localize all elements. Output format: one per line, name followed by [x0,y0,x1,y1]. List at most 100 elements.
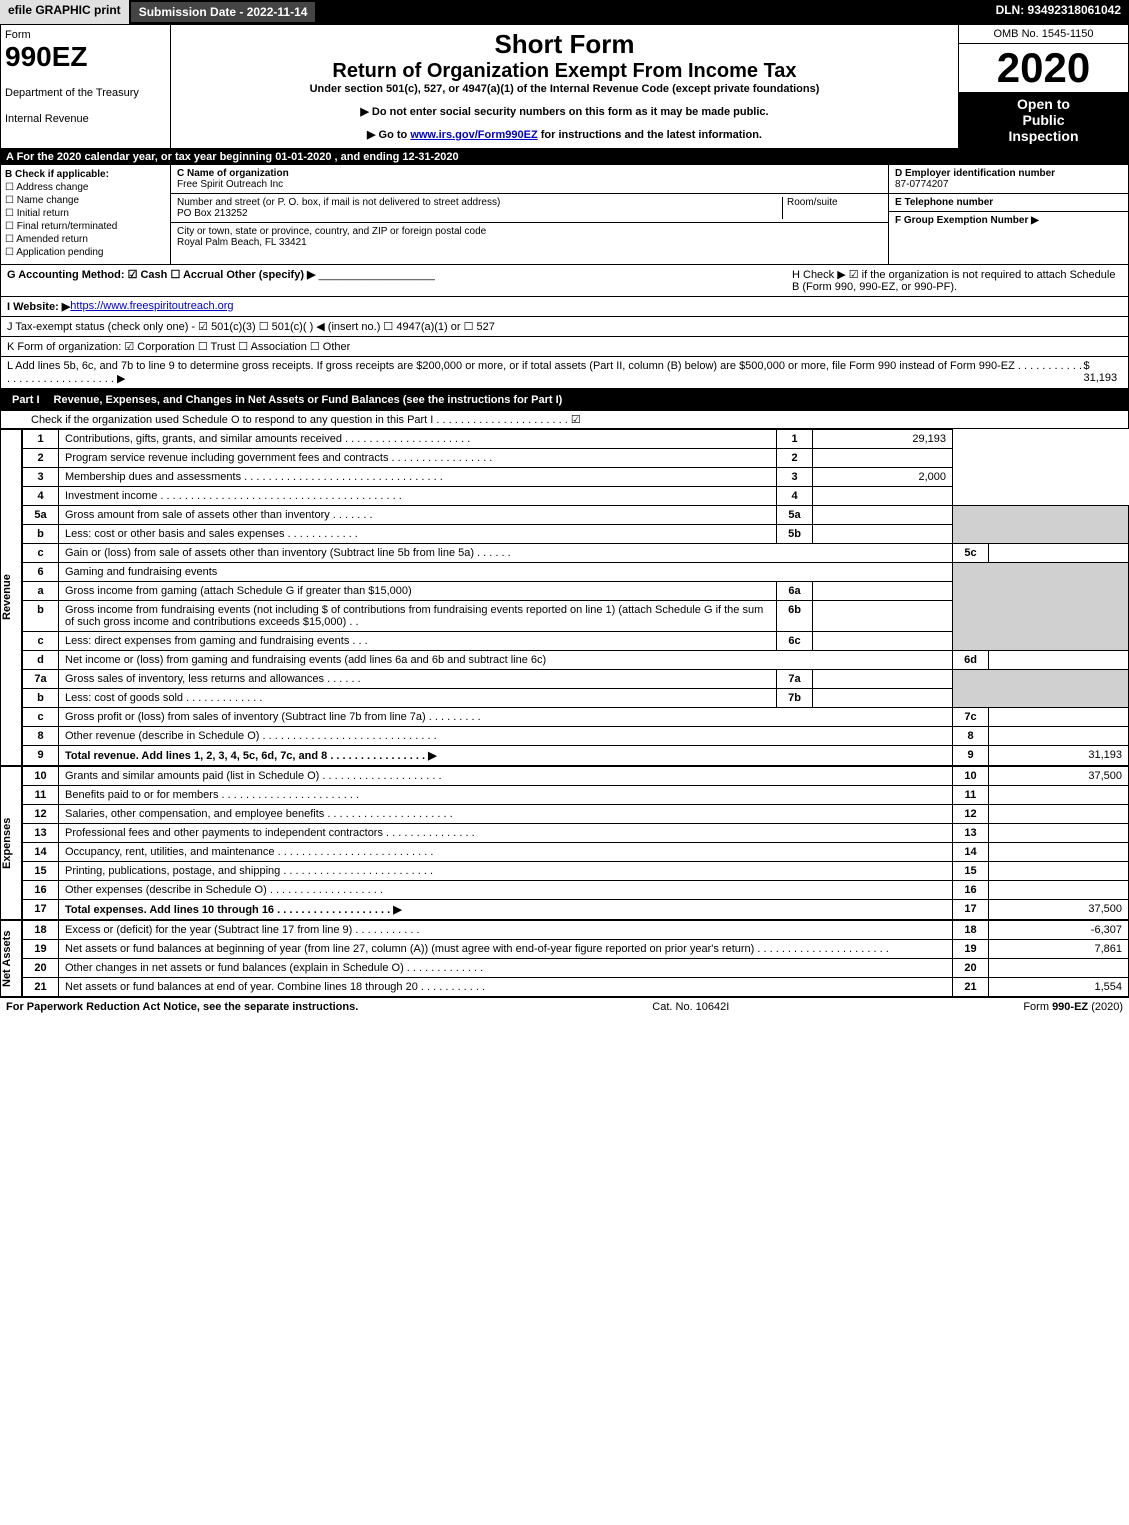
netassets-block: Net Assets 18Excess or (deficit) for the… [0,920,1129,997]
expenses-table: 10Grants and similar amounts paid (list … [22,766,1129,920]
footer-catno: Cat. No. 10642I [652,1001,729,1013]
line-6: 6Gaming and fundraising events [23,563,1129,582]
website-label: I Website: ▶ [7,300,70,313]
group-label: F Group Exemption Number ▶ [895,215,1039,226]
open-line3: Inspection [963,128,1124,144]
tel-block: E Telephone number [889,194,1128,212]
line-6d: dNet income or (loss) from gaming and fu… [23,651,1129,670]
irs-link[interactable]: www.irs.gov/Form990EZ [410,129,537,141]
city-label: City or town, state or province, country… [177,226,486,237]
line-14: 14Occupancy, rent, utilities, and mainte… [23,843,1129,862]
note2-post: for instructions and the latest informat… [538,129,762,141]
side-netassets: Net Assets [0,920,22,997]
open-to-public: Open to Public Inspection [959,92,1128,148]
line-18: 18Excess or (deficit) for the year (Subt… [23,921,1129,940]
expenses-block: Expenses 10Grants and similar amounts pa… [0,766,1129,920]
line-3: 3Membership dues and assessments . . . .… [23,468,1129,487]
part1-check: Check if the organization used Schedule … [0,411,1129,429]
row-l: L Add lines 5b, 6c, and 7b to line 9 to … [0,357,1129,389]
revenue-table: 1Contributions, gifts, grants, and simil… [22,429,1129,766]
header-right: OMB No. 1545-1150 2020 Open to Public In… [958,25,1128,148]
line-15: 15Printing, publications, postage, and s… [23,862,1129,881]
city-row: City or town, state or province, country… [171,223,888,251]
header-center: Short Form Return of Organization Exempt… [171,25,958,148]
side-expenses: Expenses [0,766,22,920]
subtitle: Under section 501(c), 527, or 4947(a)(1)… [175,83,954,95]
line-12: 12Salaries, other compensation, and empl… [23,805,1129,824]
row-i: I Website: ▶ https://www.freespiritoutre… [0,297,1129,317]
row-l-amt: $ 31,193 [1083,360,1122,385]
page-footer: For Paperwork Reduction Act Notice, see … [0,997,1129,1016]
col-b: B Check if applicable: ☐ Address change … [1,165,171,264]
form-label: Form [5,29,166,41]
line-10: 10Grants and similar amounts paid (list … [23,767,1129,786]
top-bar: efile GRAPHIC print Submission Date - 20… [0,0,1129,24]
chk-address-change[interactable]: ☐ Address change [5,182,166,193]
chk-app-pending[interactable]: ☐ Application pending [5,247,166,258]
footer-right: Form 990-EZ (2020) [1023,1001,1123,1013]
line-g: G Accounting Method: ☑ Cash ☐ Accrual Ot… [7,268,435,293]
chk-initial-return[interactable]: ☐ Initial return [5,208,166,219]
chk-amended[interactable]: ☐ Amended return [5,234,166,245]
ein-block: D Employer identification number 87-0774… [889,165,1128,194]
form-header: Form 990EZ Department of the Treasury In… [0,24,1129,149]
line-a: A For the 2020 calendar year, or tax yea… [0,149,1129,165]
row-j: J Tax-exempt status (check only one) - ☑… [0,317,1129,337]
room-suite: Room/suite [782,197,882,219]
line-16: 16Other expenses (describe in Schedule O… [23,881,1129,900]
org-name-row: C Name of organization Free Spirit Outre… [171,165,888,194]
name-label: C Name of organization [177,168,289,179]
line-19: 19Net assets or fund balances at beginni… [23,940,1129,959]
col-d: D Employer identification number 87-0774… [888,165,1128,264]
dln: DLN: 93492318061042 [988,0,1129,24]
revenue-block: Revenue 1Contributions, gifts, grants, a… [0,429,1129,766]
footer-left: For Paperwork Reduction Act Notice, see … [6,1001,358,1013]
ein-label: D Employer identification number [895,168,1055,179]
line-5a: 5aGross amount from sale of assets other… [23,506,1129,525]
line-13: 13Professional fees and other payments t… [23,824,1129,843]
part1-title: Revenue, Expenses, and Changes in Net As… [54,394,563,406]
side-revenue: Revenue [0,429,22,766]
dept-label: Department of the Treasury [5,87,166,99]
tax-year: 2020 [959,44,1128,92]
col-c: C Name of organization Free Spirit Outre… [171,165,888,264]
website-link[interactable]: https://www.freespiritoutreach.org [70,300,233,313]
addr-row: Number and street (or P. O. box, if mail… [171,194,888,223]
line-8: 8Other revenue (describe in Schedule O) … [23,727,1129,746]
org-city: Royal Palm Beach, FL 33421 [177,237,307,248]
chk-final-return[interactable]: ☐ Final return/terminated [5,221,166,232]
line-21: 21Net assets or fund balances at end of … [23,978,1129,997]
addr-label: Number and street (or P. O. box, if mail… [177,197,500,208]
tel-label: E Telephone number [895,197,993,208]
line-7a: 7aGross sales of inventory, less returns… [23,670,1129,689]
line-5c: cGain or (loss) from sale of assets othe… [23,544,1129,563]
row-k: K Form of organization: ☑ Corporation ☐ … [0,337,1129,357]
section-bcdef: B Check if applicable: ☐ Address change … [0,165,1129,265]
submission-date: Submission Date - 2022-11-14 [129,0,318,24]
open-line1: Open to [963,96,1124,112]
group-block: F Group Exemption Number ▶ [889,212,1128,229]
open-line2: Public [963,112,1124,128]
chk-name-change[interactable]: ☐ Name change [5,195,166,206]
org-addr: PO Box 213252 [177,208,248,219]
header-left: Form 990EZ Department of the Treasury In… [1,25,171,148]
line-7c: cGross profit or (loss) from sales of in… [23,708,1129,727]
efile-label: efile GRAPHIC print [0,0,129,24]
line-1: 1Contributions, gifts, grants, and simil… [23,430,1129,449]
ein-value: 87-0774207 [895,179,948,190]
netassets-table: 18Excess or (deficit) for the year (Subt… [22,920,1129,997]
note2-pre: ▶ Go to [367,129,410,141]
main-title: Return of Organization Exempt From Incom… [175,60,954,83]
col-b-header: B Check if applicable: [5,169,166,180]
org-name: Free Spirit Outreach Inc [177,179,283,190]
row-g-h: G Accounting Method: ☑ Cash ☐ Accrual Ot… [0,265,1129,297]
part1-label: Part I [6,392,46,408]
line-20: 20Other changes in net assets or fund ba… [23,959,1129,978]
line-4: 4Investment income . . . . . . . . . . .… [23,487,1129,506]
form-number: 990EZ [5,41,166,73]
line-11: 11Benefits paid to or for members . . . … [23,786,1129,805]
irs-label: Internal Revenue [5,113,166,125]
note-ssn: ▶ Do not enter social security numbers o… [175,105,954,118]
line-17: 17Total expenses. Add lines 10 through 1… [23,900,1129,920]
line-9: 9Total revenue. Add lines 1, 2, 3, 4, 5c… [23,746,1129,766]
